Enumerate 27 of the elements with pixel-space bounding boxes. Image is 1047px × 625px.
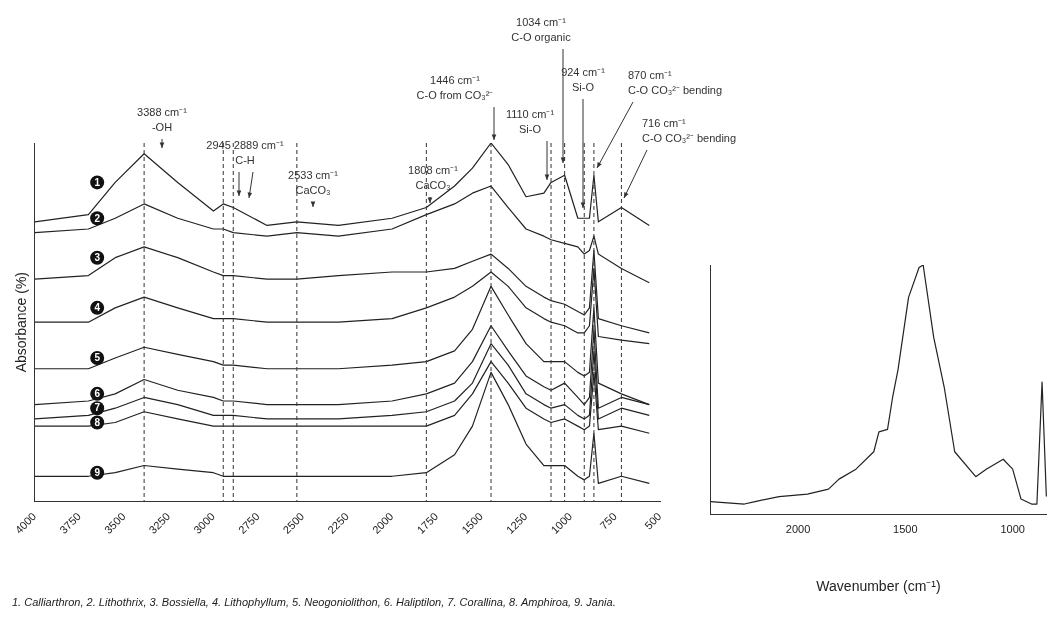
series-label: 6 (94, 388, 101, 400)
series-label: 2 (94, 212, 101, 224)
ref-line-label: 870 cm⁻¹ C-O CO₃²⁻ bending (628, 68, 723, 96)
series-label: 8 (94, 416, 101, 428)
series-label: 1 (94, 176, 101, 188)
ref-line-label: 1446 cm⁻¹ C-O from CO₃²⁻ (416, 73, 494, 101)
x-axis-title: Wavenumber (cm⁻¹) (816, 578, 941, 595)
ref-line-label: 1808 cm⁻¹ CaCO₃ (408, 163, 459, 191)
ref-line-label: 924 cm⁻¹ Si-O (561, 65, 606, 93)
ref-line-label: 716 cm⁻¹ C-O CO₃²⁻ bending (642, 116, 737, 144)
series-label: 9 (94, 466, 101, 478)
series-label: 7 (94, 402, 101, 414)
ref-line-label: 2945 2889 cm⁻¹ C-H (206, 138, 285, 166)
series-label: 3 (94, 251, 101, 263)
x-tick-label: 1500 (893, 522, 918, 535)
text: 1. Calliarthron, 2. Lithothrix, 3. Bossiella, 4. Lithophyllum, 5. Neogoniolithon, 6. Haliptilon, 7. Corallina, 8. Amphiroa, 9. Jania. (12, 596, 616, 608)
x-tick-label: 750 (597, 510, 619, 532)
series-label: 4 (94, 302, 101, 314)
x-tick-label: 500 (642, 510, 664, 532)
ref-line-label: 1034 cm⁻¹ C-O organic (511, 15, 572, 43)
y-axis-title: Absorbance (%) (13, 271, 30, 373)
x-tick-label: 2000 (785, 522, 811, 535)
series-label: 5 (94, 352, 101, 364)
ref-line-label: 2533 cm⁻¹ CaCO₃ (288, 168, 339, 196)
ref-line-label: 3388 cm⁻¹ -OH (137, 105, 188, 133)
ref-line-label: 1110 cm⁻¹ Si-O (505, 107, 555, 135)
x-tick-label: 1000 (1000, 522, 1025, 535)
